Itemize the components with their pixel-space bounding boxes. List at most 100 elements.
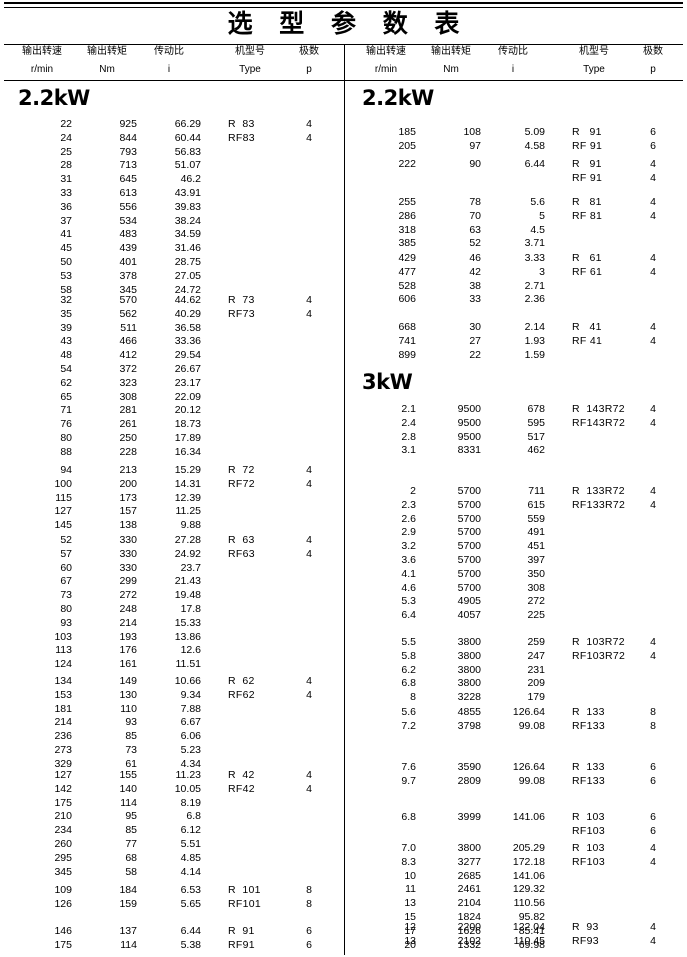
table-row[interactable]: 41 483 34.59 [0,228,344,242]
table-row[interactable]: 11 2461 129.32 [344,883,687,897]
table-row[interactable]: 80 248 17.8 [0,603,344,617]
table-row[interactable]: 52 330 27.28 R 63 4 [0,534,344,548]
table-row[interactable]: 7.6 3590 126.64 R 133 6 [344,761,687,775]
table-row[interactable]: 36 556 39.83 [0,201,344,215]
table-row[interactable]: 429 46 3.33 R 61 4 [344,252,687,266]
table-row[interactable]: 260 77 5.51 [0,838,344,852]
table-row[interactable]: 67 299 21.43 [0,575,344,589]
table-row[interactable]: 33 613 43.91 [0,187,344,201]
table-row[interactable]: 222 90 6.44 R 91 4 [344,158,687,172]
table-row[interactable]: 6.4 4057 225 [344,609,687,623]
table-row[interactable]: 2.6 5700 559 [344,513,687,527]
table-row[interactable]: 181 110 7.88 [0,703,344,717]
table-row[interactable]: 76 261 18.73 [0,418,344,432]
table-row[interactable]: 15 1824 95.82 [344,911,687,925]
table-row[interactable]: 22 925 66.29 R 83 4 [0,118,344,132]
table-row[interactable]: 126 159 5.65 RF101 8 [0,898,344,912]
table-row[interactable]: 5.6 4855 126.64 R 133 8 [344,706,687,720]
table-row[interactable]: 113 176 12.6 [0,644,344,658]
table-row[interactable]: 3.2 5700 451 [344,540,687,554]
table-row[interactable]: 8 3228 179 [344,691,687,705]
table-row[interactable]: 10 2685 141.06 [344,870,687,884]
table-row[interactable]: 124 161 11.51 [0,658,344,672]
table-row[interactable]: 115 173 12.39 [0,492,344,506]
table-row[interactable]: 103 193 13.86 [0,631,344,645]
table-row[interactable]: 94 213 15.29 R 72 4 [0,464,344,478]
table-row[interactable]: 25 793 56.83 [0,146,344,160]
table-row[interactable]: 45 439 31.46 [0,242,344,256]
table-row[interactable]: 37 534 38.24 [0,215,344,229]
table-row[interactable]: 65 308 22.09 [0,391,344,405]
table-row[interactable]: 7.2 3798 99.08 RF133 8 [344,720,687,734]
table-row[interactable]: 43 466 33.36 [0,335,344,349]
table-row[interactable]: 13 2102 110.45 RF93 4 [344,935,687,949]
table-row[interactable]: 236 85 6.06 [0,730,344,744]
table-row[interactable]: 528 38 2.71 [344,280,687,294]
table-row[interactable]: 385 52 3.71 [344,237,687,251]
table-row[interactable]: 329 61 4.34 [0,758,344,772]
table-row[interactable]: 2.1 9500 678 R 143R72 4 [344,403,687,417]
table-row[interactable]: 175 114 5.38 RF91 6 [0,939,344,953]
table-row[interactable]: 53 378 27.05 [0,270,344,284]
table-row[interactable]: 6.8 3999 141.06 R 103 6 [344,811,687,825]
table-row[interactable]: 142 140 10.05 RF42 4 [0,783,344,797]
table-row[interactable]: 4.1 5700 350 [344,568,687,582]
table-row[interactable]: 58 345 24.72 [0,284,344,298]
table-row[interactable]: 6.8 3800 209 [344,677,687,691]
table-row[interactable]: 318 63 4.5 [344,224,687,238]
table-row[interactable]: 39 511 36.58 [0,322,344,336]
table-row[interactable]: 32 570 44.62 R 73 4 [0,294,344,308]
table-row[interactable]: 6.2 3800 231 [344,664,687,678]
table-row[interactable]: 185 108 5.09 R 91 6 [344,126,687,140]
table-row[interactable]: 205 97 4.58 RF 91 6 [344,140,687,154]
table-row[interactable]: 71 281 20.12 [0,404,344,418]
table-row[interactable]: 127 155 11.23 R 42 4 [0,769,344,783]
table-row[interactable]: 93 214 15.33 [0,617,344,631]
table-row[interactable]: 73 272 19.48 [0,589,344,603]
table-row[interactable]: 2 5700 711 R 133R72 4 [344,485,687,499]
table-row[interactable]: 5.8 3800 247 RF103R72 4 [344,650,687,664]
table-row[interactable]: 62 323 23.17 [0,377,344,391]
table-row[interactable]: 2.9 5700 491 [344,526,687,540]
table-row[interactable]: 8.3 3277 172.18 RF103 4 [344,856,687,870]
table-row[interactable]: 9.7 2809 99.08 RF133 6 [344,775,687,789]
table-row[interactable]: 50 401 28.75 [0,256,344,270]
table-row[interactable]: 234 85 6.12 [0,824,344,838]
table-row[interactable]: 80 250 17.89 [0,432,344,446]
table-row[interactable]: 741 27 1.93 RF 41 4 [344,335,687,349]
table-row[interactable]: 4.6 5700 308 [344,582,687,596]
table-row[interactable]: 146 137 6.44 R 91 6 [0,925,344,939]
table-row[interactable]: 12 2200 122.04 R 93 4 [344,921,687,935]
table-row[interactable]: 255 78 5.6 R 81 4 [344,196,687,210]
table-row[interactable]: 210 95 6.8 [0,810,344,824]
table-row[interactable]: 286 70 5 RF 81 4 [344,210,687,224]
table-row[interactable]: 273 73 5.23 [0,744,344,758]
table-row[interactable]: 153 130 9.34 RF62 4 [0,689,344,703]
table-row[interactable]: 127 157 11.25 [0,505,344,519]
table-row[interactable]: 48 412 29.54 [0,349,344,363]
table-row[interactable]: 134 149 10.66 R 62 4 [0,675,344,689]
table-row[interactable]: 5.5 3800 259 R 103R72 4 [344,636,687,650]
table-row[interactable]: 606 33 2.36 [344,293,687,307]
table-row[interactable]: 109 184 6.53 R 101 8 [0,884,344,898]
table-row[interactable]: 2.4 9500 595 RF143R72 4 [344,417,687,431]
table-row[interactable]: 24 844 60.44 RF83 4 [0,132,344,146]
table-row[interactable]: 2.3 5700 615 RF133R72 4 [344,499,687,513]
table-row[interactable]: 3.6 5700 397 [344,554,687,568]
table-row[interactable]: 477 42 3 RF 61 4 [344,266,687,280]
table-row[interactable]: 3.1 8331 462 [344,444,687,458]
table-row[interactable]: 345 58 4.14 [0,866,344,880]
table-row[interactable]: 35 562 40.29 RF73 4 [0,308,344,322]
table-row[interactable]: 13 2104 110.56 [344,897,687,911]
table-row[interactable]: 899 22 1.59 [344,349,687,363]
table-row[interactable]: RF103 6 [344,825,687,839]
table-row[interactable]: RF 91 4 [344,172,687,186]
table-row[interactable]: 54 372 26.67 [0,363,344,377]
table-row[interactable]: 668 30 2.14 R 41 4 [344,321,687,335]
table-row[interactable]: 145 138 9.88 [0,519,344,533]
table-row[interactable]: 100 200 14.31 RF72 4 [0,478,344,492]
table-row[interactable]: 214 93 6.67 [0,716,344,730]
table-row[interactable]: 7.0 3800 205.29 R 103 4 [344,842,687,856]
table-row[interactable]: 28 713 51.07 [0,159,344,173]
table-row[interactable]: 2.8 9500 517 [344,431,687,445]
